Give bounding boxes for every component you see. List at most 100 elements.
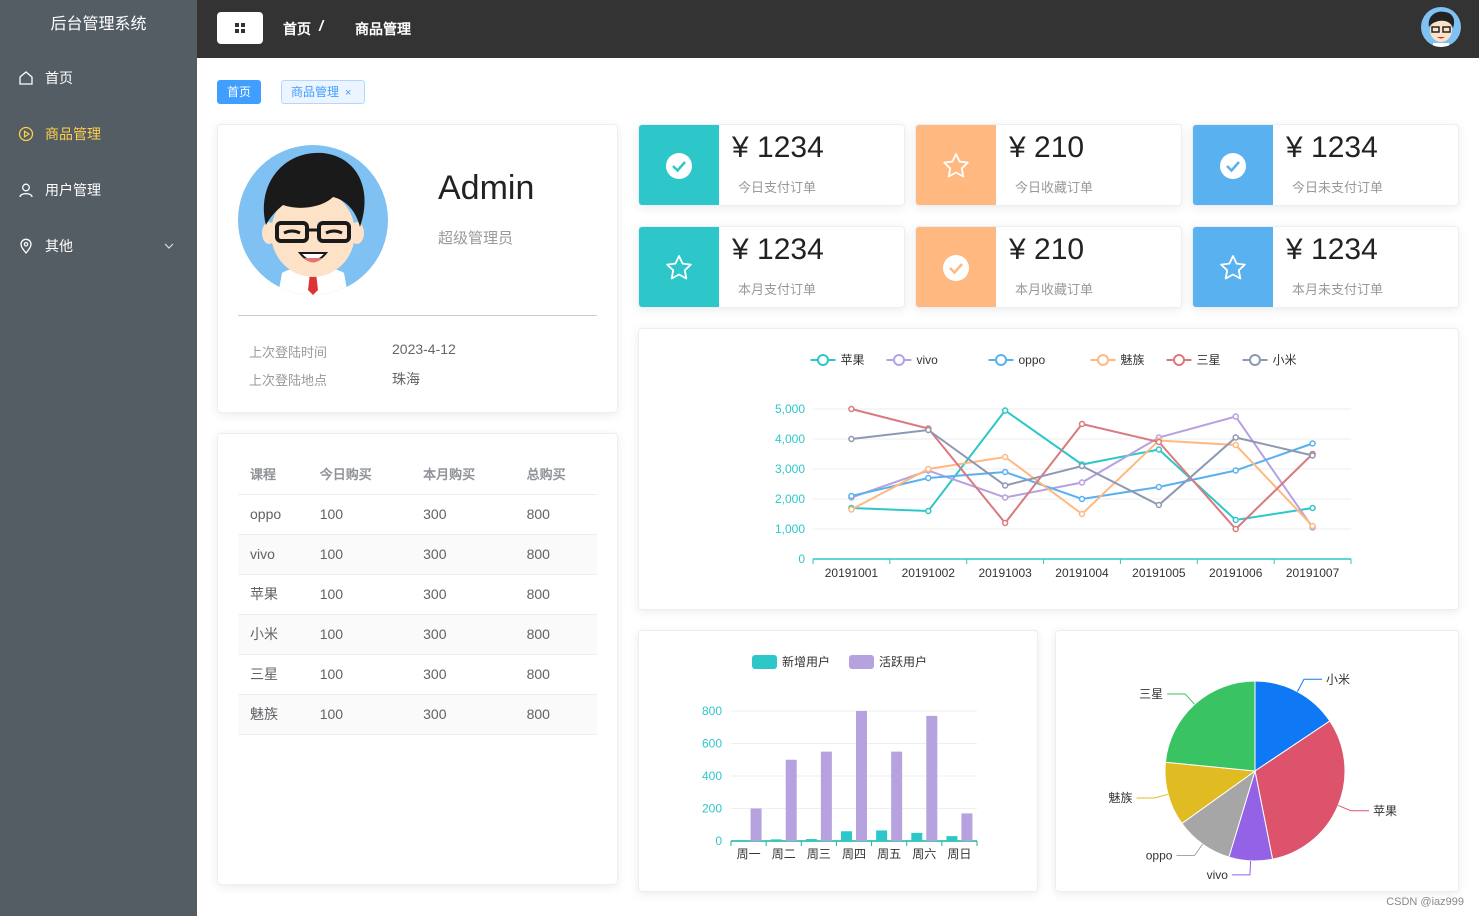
slice-label: 小米: [1326, 672, 1350, 686]
tag-label: 商品管理: [291, 85, 340, 99]
data-point: [1232, 434, 1239, 441]
sidebar-item-home[interactable]: 首页: [0, 50, 197, 106]
y-tick-label: 5,000: [775, 402, 805, 416]
bar: [770, 839, 782, 841]
pie-slice: [1254, 720, 1346, 860]
legend-marker: [995, 354, 1007, 366]
collapse-menu-button[interactable]: [217, 12, 263, 44]
stat-label: 本月未支付订单: [1292, 282, 1384, 297]
label-leader-line: [1296, 678, 1323, 692]
data-point: [1078, 479, 1086, 486]
data-point: [1309, 440, 1316, 447]
home-icon: [19, 71, 33, 85]
table-cell: 100: [307, 494, 412, 535]
data-point: [1232, 525, 1239, 533]
stat-card: ¥ 1234 本月支付订单: [638, 226, 905, 308]
data-point: [1309, 452, 1316, 459]
sidebar-item-label: 商品管理: [45, 126, 101, 142]
user-avatar: [238, 145, 388, 295]
bar: [876, 830, 888, 841]
stat-card: ¥ 1234 今日支付订单: [638, 124, 905, 206]
bar: [946, 836, 958, 841]
bar-chart: 0 200 400 600 800 周一 周二 周三 周四 周五 周六 周日 新增用户 活跃用户: [702, 654, 978, 861]
success-icon: [666, 153, 692, 179]
stat-card: ¥ 1234 今日未支付订单: [1192, 124, 1459, 206]
sidebar-item-other[interactable]: 其他: [0, 218, 197, 274]
last-login-place-label: 上次登陆地点: [249, 373, 328, 388]
legend-marker: [817, 354, 829, 366]
bar: [820, 751, 832, 841]
table-row: oppo 100 300 800: [238, 494, 597, 535]
table-cell: 800: [514, 654, 597, 695]
purchase-table-card: 课程 今日购买 本月购买 总购买 oppo 100 300 800 vivo 100 30…: [217, 433, 618, 885]
legend-marker: [1097, 354, 1109, 366]
data-point: [1078, 510, 1086, 518]
tag-home[interactable]: 首页: [217, 80, 261, 104]
x-tick-label: 周四: [842, 847, 866, 861]
close-icon[interactable]: ×: [345, 87, 352, 99]
data-point: [848, 435, 855, 443]
column-header: 总购买: [514, 454, 597, 495]
x-tick-label: 周六: [912, 847, 936, 861]
sidebar: 后台管理系统 首页 商品管理 用户管理 其他: [0, 0, 197, 916]
location-icon: [20, 238, 32, 254]
pie-slice: [1164, 761, 1257, 825]
table-cell: 300: [411, 694, 515, 735]
data-point: [1001, 482, 1009, 489]
line-chart: 0 1,000 2,000 3,000 4,000 5,000 20191001 201910…: [775, 352, 1352, 580]
success-icon: [943, 255, 969, 281]
slice-label: 苹果: [1373, 804, 1397, 818]
stat-card: ¥ 1234 本月未支付订单: [1192, 226, 1459, 308]
breadcrumb-home[interactable]: 首页: [283, 21, 311, 37]
table-row: 小米 100 300 800: [238, 614, 597, 655]
header-avatar[interactable]: [1421, 7, 1461, 47]
x-tick-label: 周三: [807, 847, 831, 861]
table-cell: 100: [307, 614, 412, 655]
data-point: [1155, 483, 1163, 491]
slice-label: oppo: [1146, 849, 1173, 863]
data-point: [1155, 501, 1163, 509]
table-cell: oppo: [238, 494, 308, 535]
data-point: [1078, 462, 1086, 470]
y-tick-label: 200: [702, 802, 722, 816]
label-leader-line: [1231, 860, 1252, 876]
y-tick-label: 600: [702, 737, 722, 751]
data-point: [1309, 522, 1316, 530]
tag-goods[interactable]: 商品管理 ×: [281, 80, 365, 104]
star-icon: [1220, 255, 1246, 280]
data-point: [1001, 519, 1009, 527]
star-icon: [943, 153, 969, 178]
breadcrumb-current: 商品管理: [355, 21, 411, 37]
table-row: 苹果 100 300 800: [238, 574, 597, 615]
table-cell: 100: [307, 694, 412, 735]
bar: [856, 711, 867, 841]
x-tick-label: 20191006: [1209, 566, 1263, 580]
data-point: [1155, 438, 1163, 446]
pie-slice: [1164, 680, 1256, 772]
data-point: [848, 506, 855, 513]
sidebar-item-users[interactable]: 用户管理: [0, 162, 197, 218]
bar: [926, 715, 938, 841]
table-cell: 300: [411, 534, 515, 575]
x-tick-label: 20191001: [825, 566, 879, 580]
table-header-row: 课程 今日购买 本月购买 总购买: [238, 454, 597, 495]
last-login-place-value: 珠海: [392, 371, 420, 387]
table-cell: 300: [411, 614, 515, 655]
data-point: [1155, 446, 1163, 453]
stat-icon-box: [639, 125, 719, 205]
data-point: [1309, 504, 1316, 512]
y-tick-label: 800: [702, 704, 722, 718]
user-role: 超级管理员: [438, 230, 514, 247]
breadcrumb-separator: /: [319, 18, 324, 35]
data-point: [925, 465, 932, 473]
legend-label: 魅族: [1121, 352, 1145, 367]
data-point: [1078, 420, 1086, 428]
sidebar-item-label: 首页: [45, 70, 73, 86]
stat-value: ¥ 210: [1009, 233, 1085, 266]
purchase-table: 课程 今日购买 本月购买 总购买 oppo 100 300 800 vivo 100 30…: [238, 454, 597, 735]
stat-value: ¥ 1234: [1286, 233, 1378, 266]
avatar-image: [238, 145, 388, 295]
legend-label: oppo: [1019, 353, 1046, 367]
sidebar-item-goods[interactable]: 商品管理: [0, 106, 197, 162]
chevron-down-icon: [164, 243, 174, 249]
